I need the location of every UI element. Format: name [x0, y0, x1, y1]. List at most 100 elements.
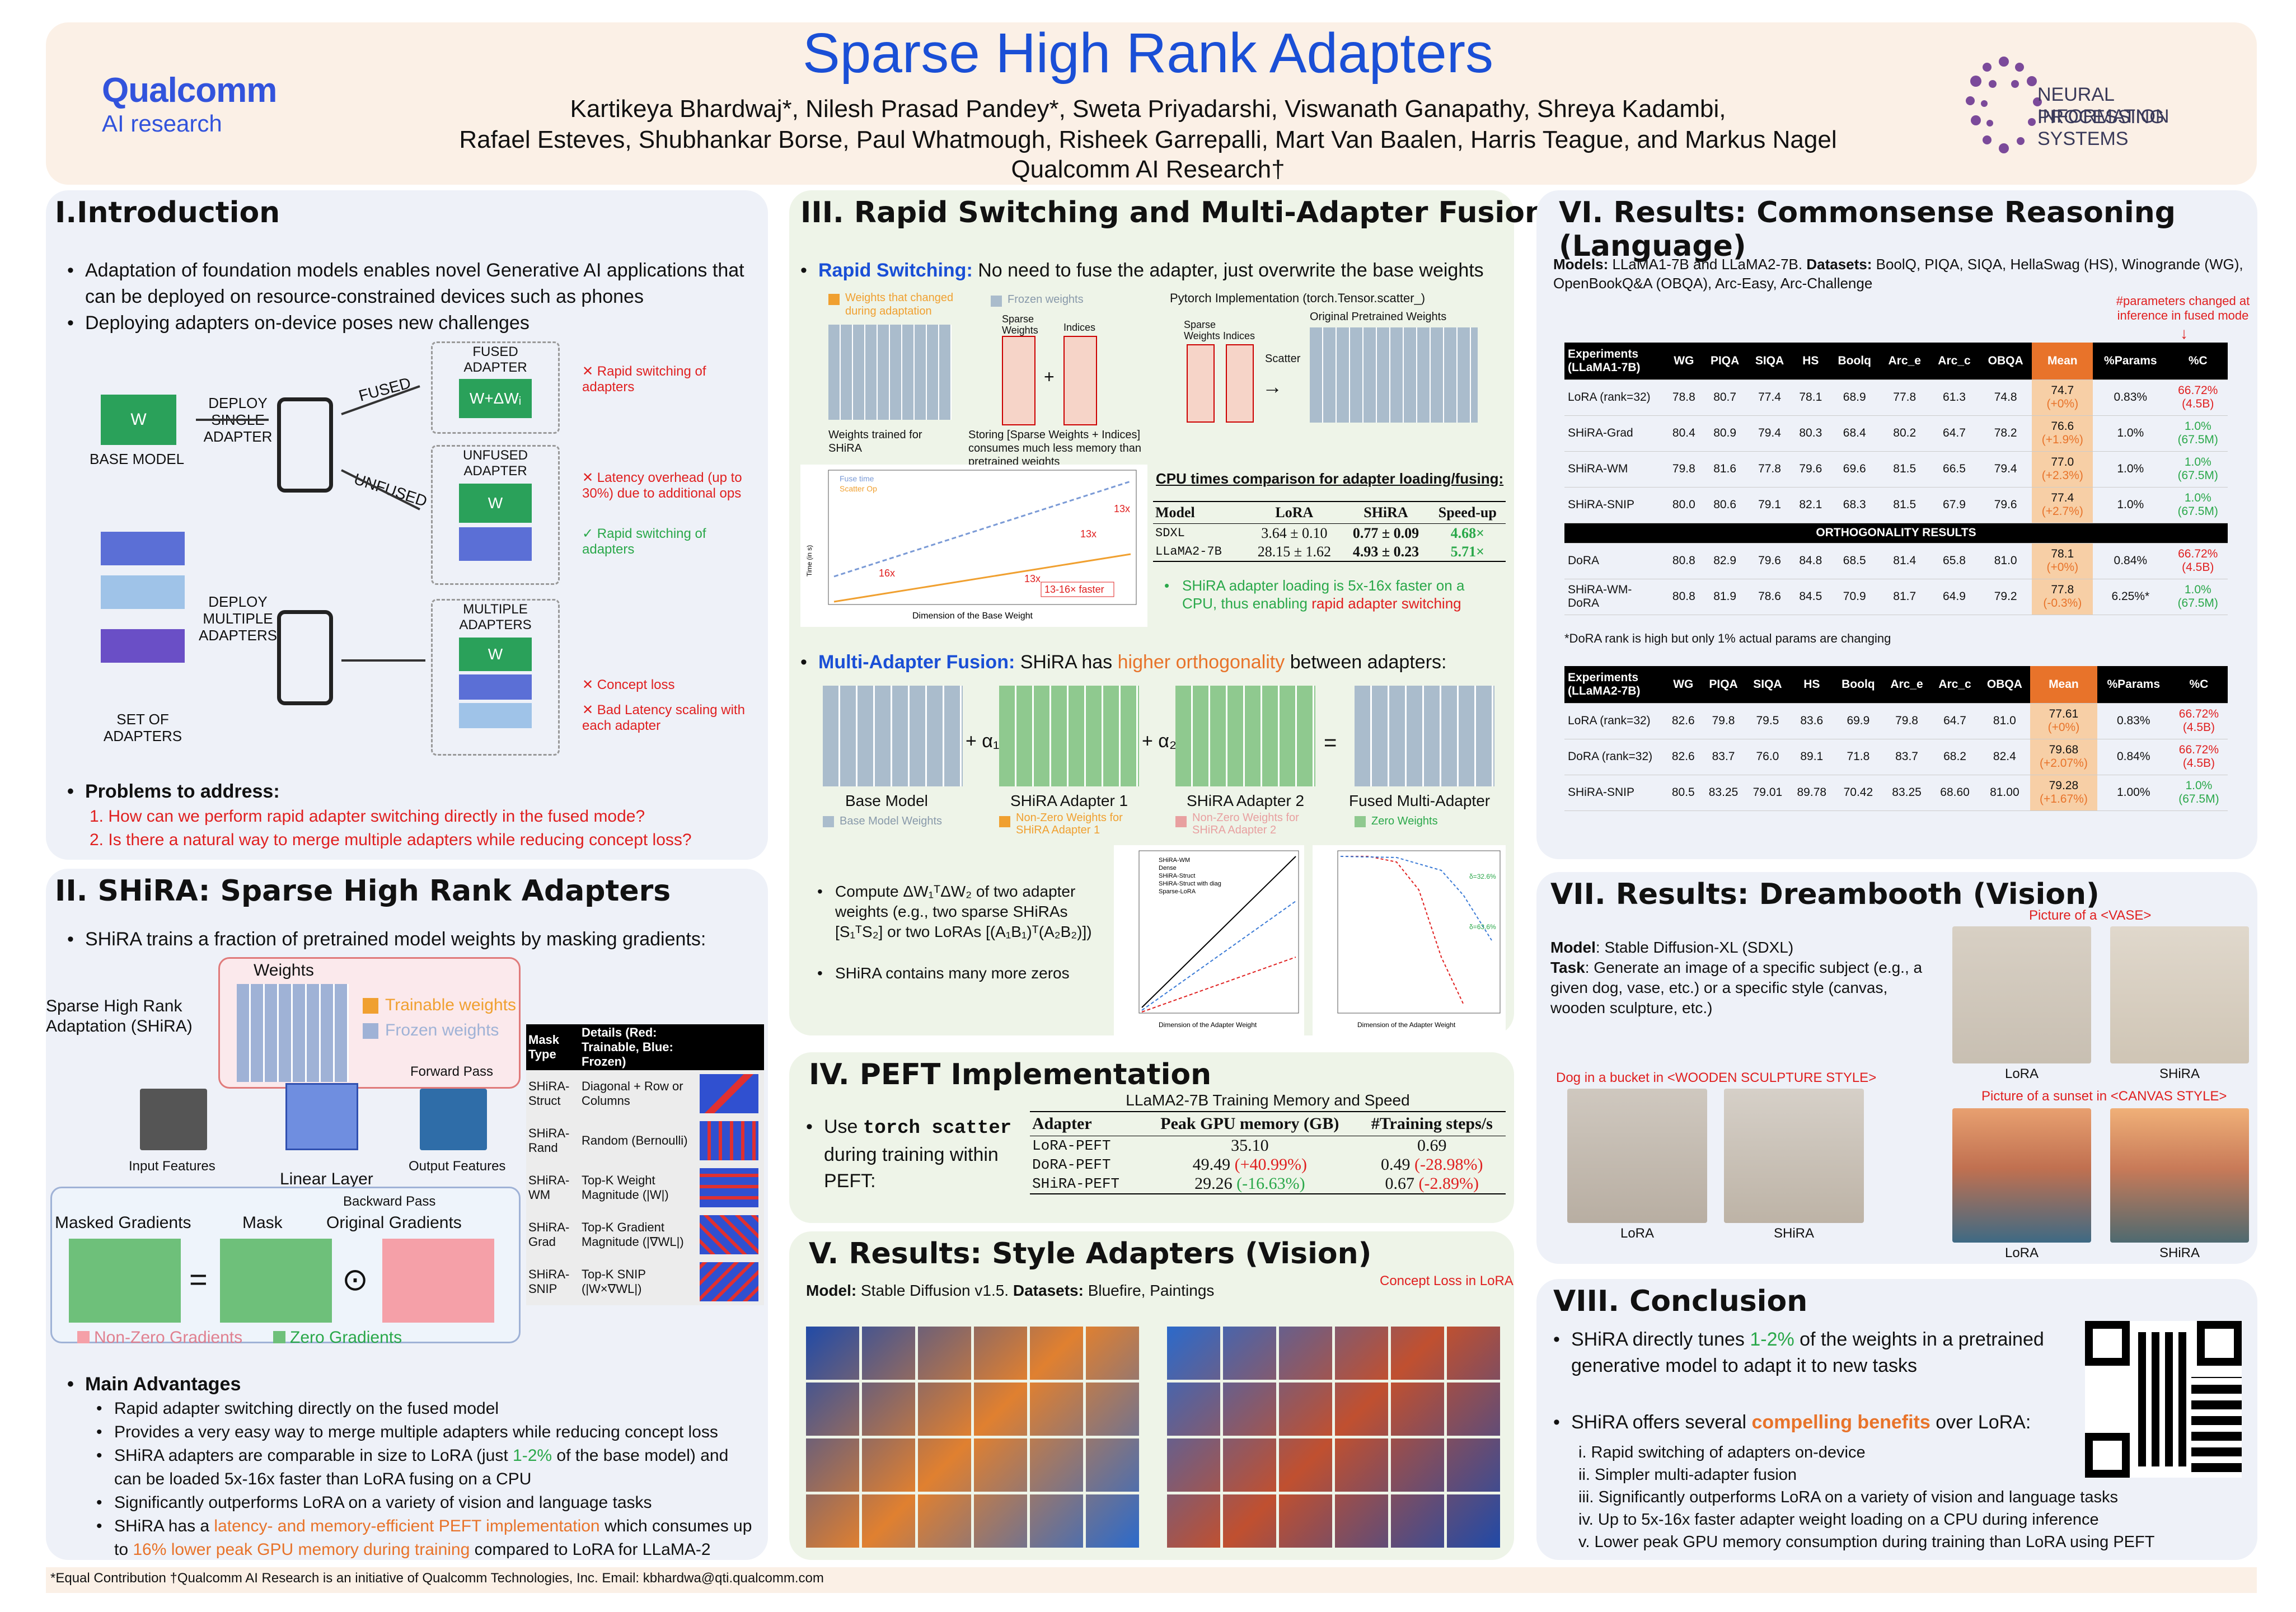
peft-c: during training within PEFT:	[824, 1144, 999, 1192]
trainable-legend: Trainable weights	[385, 996, 517, 1014]
ratio-ann-1: δ=32.6%	[1469, 873, 1496, 880]
rs-line: Rapid Switching: No need to fuse the ada…	[800, 257, 1511, 284]
score-cell: 66.5	[1929, 451, 1979, 488]
advantages-title: Main Advantages	[67, 1371, 756, 1397]
maf-bullet: Multi-Adapter Fusion: SHiRA has higher o…	[800, 649, 1511, 676]
scatter-arrow: →	[1262, 375, 1282, 398]
experiment-name: DoRA (rank=32)	[1564, 739, 1665, 775]
mean-cell: 77.0 (+2.3%)	[2032, 451, 2093, 488]
mean-cell: 77.4 (+2.7%)	[2032, 487, 2093, 523]
percent-c-count: (4.5B)	[2182, 561, 2214, 574]
results-header-cell: PIQA	[1702, 343, 1747, 380]
advantage-3: SHiRA adapters are comparable in size to…	[96, 1444, 756, 1491]
alpha2: + α₂	[1142, 730, 1177, 752]
peft-row: DoRA-PEFT 49.49 (+40.99%) 0.49 (-28.98%)	[1030, 1155, 1506, 1174]
concl-2a: SHiRA offers several	[1571, 1412, 1752, 1433]
fused-adapter-box: FUSED ADAPTER W+ΔWᵢ	[431, 341, 560, 434]
score-cell: 81.4	[1880, 543, 1930, 579]
cpu-note-b: rapid adapter switching	[1311, 595, 1461, 612]
leg-base: Base Model Weights	[840, 815, 943, 827]
cpu-note-line: SHiRA adapter loading is 5x-16x faster o…	[1164, 577, 1500, 612]
mask-grid	[220, 1239, 332, 1323]
masked-gradients-label: Masked Gradients	[55, 1213, 191, 1232]
peft-bullet: Use torch scatter during training within…	[806, 1114, 1041, 1194]
cpu-model: LLaMA2-7B	[1155, 545, 1222, 559]
percent-c-count: (67.5M)	[2178, 793, 2219, 805]
mean-value: 79.68	[2049, 743, 2079, 756]
percent-c-value: 1.0%	[2185, 779, 2213, 792]
score-cell: 81.9	[1702, 579, 1747, 615]
fused-grid	[1355, 686, 1494, 786]
pro-rapid-switching: ✓ Rapid switching of adapters	[582, 526, 750, 557]
score-cell: 68.3	[1829, 487, 1880, 523]
cs-ds: BoolQ, PIQA, SIQA, HellaSwag (HS), Winog…	[1553, 256, 2243, 292]
experiment-name: LoRA (rank=32)	[1564, 703, 1665, 739]
advantage-2: Provides a very easy way to merge multip…	[96, 1421, 756, 1444]
fused-adapter-label: FUSED ADAPTER	[463, 344, 527, 375]
mask-pattern-wm	[700, 1168, 758, 1207]
results-row: DoRA 80.8 82.9 79.6 84.8 68.5 81.4 65.8 81.0 78.1…	[1564, 543, 2228, 579]
llama2-table: Experiments (LLaMA2-7B) WG PIQA SIQA HS Boolq…	[1564, 666, 2228, 811]
neurips-text-1: NEURAL INFORMATION	[2037, 84, 2170, 127]
peft-a: Use	[824, 1116, 863, 1137]
concl-item-4: iv. Up to 5x-16x faster adapter weight l…	[1578, 1511, 2099, 1529]
legend-wm: SHiRA-WM	[1159, 857, 1190, 864]
style-model-line: Model: Stable Diffusion v1.5. Datasets: …	[806, 1282, 1214, 1300]
results-row: SHiRA-Grad 80.4 80.9 79.4 80.3 68.4 80.2 64.7 78…	[1564, 415, 2228, 452]
score-cell: 69.9	[1834, 703, 1883, 739]
multi-adapters-label: MULTIPLE ADAPTERS	[459, 602, 532, 632]
weights-box: Weights Trainable weights Frozen weights…	[218, 957, 521, 1089]
problem-1: 1. How can we perform rapid adapter swit…	[90, 807, 645, 826]
mask-detail: Top-K Weight Magnitude (|W|)	[582, 1173, 669, 1202]
equals: =	[1324, 730, 1337, 755]
sunset-lora-label: LoRA	[2004, 1245, 2039, 1260]
mask-label: Mask	[242, 1213, 283, 1232]
qualcomm-logo: Qualcomm AI research	[102, 71, 277, 137]
score-cell: 83.25	[1882, 775, 1931, 811]
score-cell: 82.9	[1702, 543, 1747, 579]
legend-fuse: Fuse time	[840, 474, 874, 483]
experiment-name: SHiRA-SNIP	[1564, 487, 1665, 523]
orig-weights-grid	[1310, 327, 1478, 423]
maf-text3: between adapters:	[1285, 652, 1447, 673]
experiment-name: LoRA (rank=32)	[1564, 379, 1665, 416]
results-row: SHiRA-WM-DoRA 80.8 81.9 78.6 84.5 70.9 81.7 64.…	[1564, 579, 2228, 615]
cpu-lora: 28.15 ± 1.62	[1257, 543, 1331, 560]
changed-legend-icon	[828, 294, 840, 305]
advantage-5: SHiRA has a latency- and memory-efficien…	[96, 1515, 756, 1562]
leg-a1: Non-Zero Weights for SHiRA Adapter 1	[1016, 812, 1123, 836]
sunset-caption: Picture of a sunset in <CANVAS STYLE>	[1981, 1089, 2227, 1104]
leg-base-icon	[823, 816, 834, 827]
score-cell: 79.4	[1747, 415, 1792, 452]
mask-table-h2: Details (Red: Trainable, Blue: Frozen)	[582, 1025, 673, 1069]
fused-w-box: W+ΔWᵢ	[459, 379, 532, 418]
score-cell: 80.5	[1665, 775, 1702, 811]
mask-detail: Top-K SNIP (|W×∇WL|)	[582, 1267, 646, 1296]
speedup-ylabel: Time (in s)	[805, 545, 813, 577]
rs-label: Rapid Switching:	[818, 260, 973, 281]
cpu-lora: 3.64 ± 0.10	[1261, 524, 1328, 541]
legend-struct-diag: SHiRA-Struct with diag	[1159, 880, 1221, 887]
score-cell: 68.5	[1829, 543, 1880, 579]
experiment-name: SHiRA-SNIP	[1564, 775, 1665, 811]
frozen-legend-icon	[363, 1023, 378, 1039]
db-task-line: Task: Generate an image of a specific su…	[1550, 958, 1942, 1018]
vase-lora-image	[1952, 926, 2091, 1063]
qr-code[interactable]	[2085, 1321, 2242, 1478]
params-cell: 1.0%	[2093, 487, 2168, 523]
peft-b: torch scatter	[863, 1118, 1012, 1139]
percent-c-cell: 1.0% (67.5M)	[2168, 451, 2228, 488]
score-cell: 78.8	[1665, 379, 1703, 416]
linear-layer-label: Linear Layer	[280, 1170, 373, 1188]
score-cell: 81.5	[1880, 451, 1930, 488]
percent-c-value: 1.0%	[2184, 583, 2211, 596]
leg-zero-icon	[1355, 816, 1366, 827]
con-text-1: Rapid switching of adapters	[582, 364, 706, 395]
neurips-text-2: PROCESSING SYSTEMS	[2037, 106, 2164, 149]
results-header-cell: SIQA	[1745, 666, 1790, 704]
score-cell: 67.9	[1929, 487, 1979, 523]
adapter1-grid	[999, 686, 1139, 786]
mean-cell: 77.61 (+0%)	[2030, 703, 2097, 739]
shira-intro: SHiRA trains a fraction of pretrained mo…	[67, 926, 756, 953]
adv3-a: SHiRA adapters are comparable in size to…	[114, 1446, 513, 1465]
